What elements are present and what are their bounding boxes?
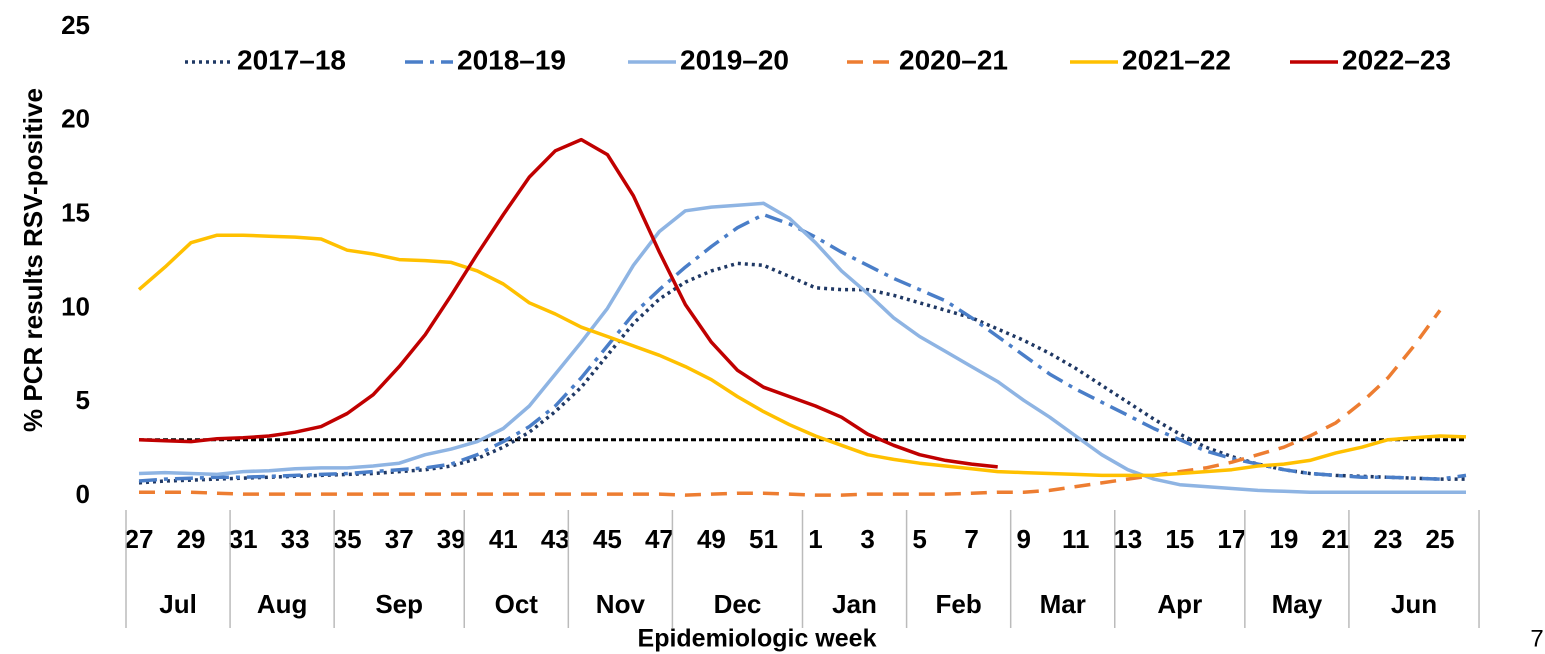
- y-tick-label: 15: [61, 197, 90, 227]
- series-line: [138, 137, 998, 469]
- x-axis-label: Epidemiologic week: [638, 625, 877, 653]
- legend-label: 2022–23: [1342, 44, 1451, 75]
- x-tick-label: 39: [437, 524, 466, 554]
- x-tick-label: 13: [1113, 524, 1142, 554]
- x-tick-label: 21: [1321, 524, 1350, 554]
- y-tick-label: 25: [61, 10, 90, 40]
- x-tick-label: 17: [1217, 524, 1246, 554]
- series-line: [138, 261, 1466, 485]
- x-tick-label: 27: [125, 524, 154, 554]
- x-tick-label: 5: [912, 524, 926, 554]
- x-tick-label: 49: [697, 524, 726, 554]
- x-tick-label: 47: [645, 524, 674, 554]
- legend-label: 2018–19: [457, 44, 566, 75]
- x-tick-label: 29: [177, 524, 206, 554]
- series-line: [139, 309, 1442, 497]
- x-tick-label: 31: [229, 524, 258, 554]
- month-label: Nov: [596, 589, 646, 619]
- x-tick-label: 35: [333, 524, 362, 554]
- legend-label: 2019–20: [680, 44, 789, 75]
- x-tick-label: 37: [385, 524, 414, 554]
- x-tick-label: 19: [1269, 524, 1298, 554]
- x-tick-label: 15: [1165, 524, 1194, 554]
- x-tick-label: 3: [860, 524, 874, 554]
- month-label: Dec: [714, 589, 762, 619]
- month-label: Feb: [936, 589, 982, 619]
- month-label: Mar: [1040, 589, 1086, 619]
- x-tick-label: 1: [808, 524, 822, 554]
- y-tick-label: 10: [61, 291, 90, 321]
- page-number: 7: [1530, 625, 1543, 652]
- series-line: [138, 201, 1466, 494]
- month-label: Jan: [832, 589, 877, 619]
- month-label: Aug: [257, 589, 308, 619]
- legend-label: 2020–21: [899, 44, 1008, 75]
- y-axis-label: % PCR results RSV-positive: [18, 88, 48, 432]
- x-tick-label: 23: [1373, 524, 1402, 554]
- month-label: Sep: [375, 589, 423, 619]
- x-tick-label: 45: [593, 524, 622, 554]
- x-tick-label: 51: [749, 524, 778, 554]
- y-tick-label: 0: [76, 479, 90, 509]
- month-label: Apr: [1157, 589, 1202, 619]
- month-label: May: [1272, 589, 1323, 619]
- y-tick-label: 20: [61, 104, 90, 134]
- x-tick-label: 9: [1016, 524, 1030, 554]
- legend-label: 2021–22: [1122, 44, 1231, 75]
- x-tick-label: 25: [1426, 524, 1455, 554]
- legend-label: 2017–18: [237, 44, 346, 75]
- series-line: [137, 233, 1467, 478]
- y-tick-label: 5: [76, 385, 90, 415]
- x-tick-label: 7: [964, 524, 978, 554]
- x-tick-label: 41: [489, 524, 518, 554]
- x-tick-label: 43: [541, 524, 570, 554]
- series-line: [138, 212, 1467, 483]
- x-tick-label: 11: [1062, 524, 1090, 554]
- month-label: Jul: [159, 589, 197, 619]
- x-tick-label: 33: [281, 524, 310, 554]
- month-label: Jun: [1391, 589, 1437, 619]
- month-label: Oct: [495, 589, 539, 619]
